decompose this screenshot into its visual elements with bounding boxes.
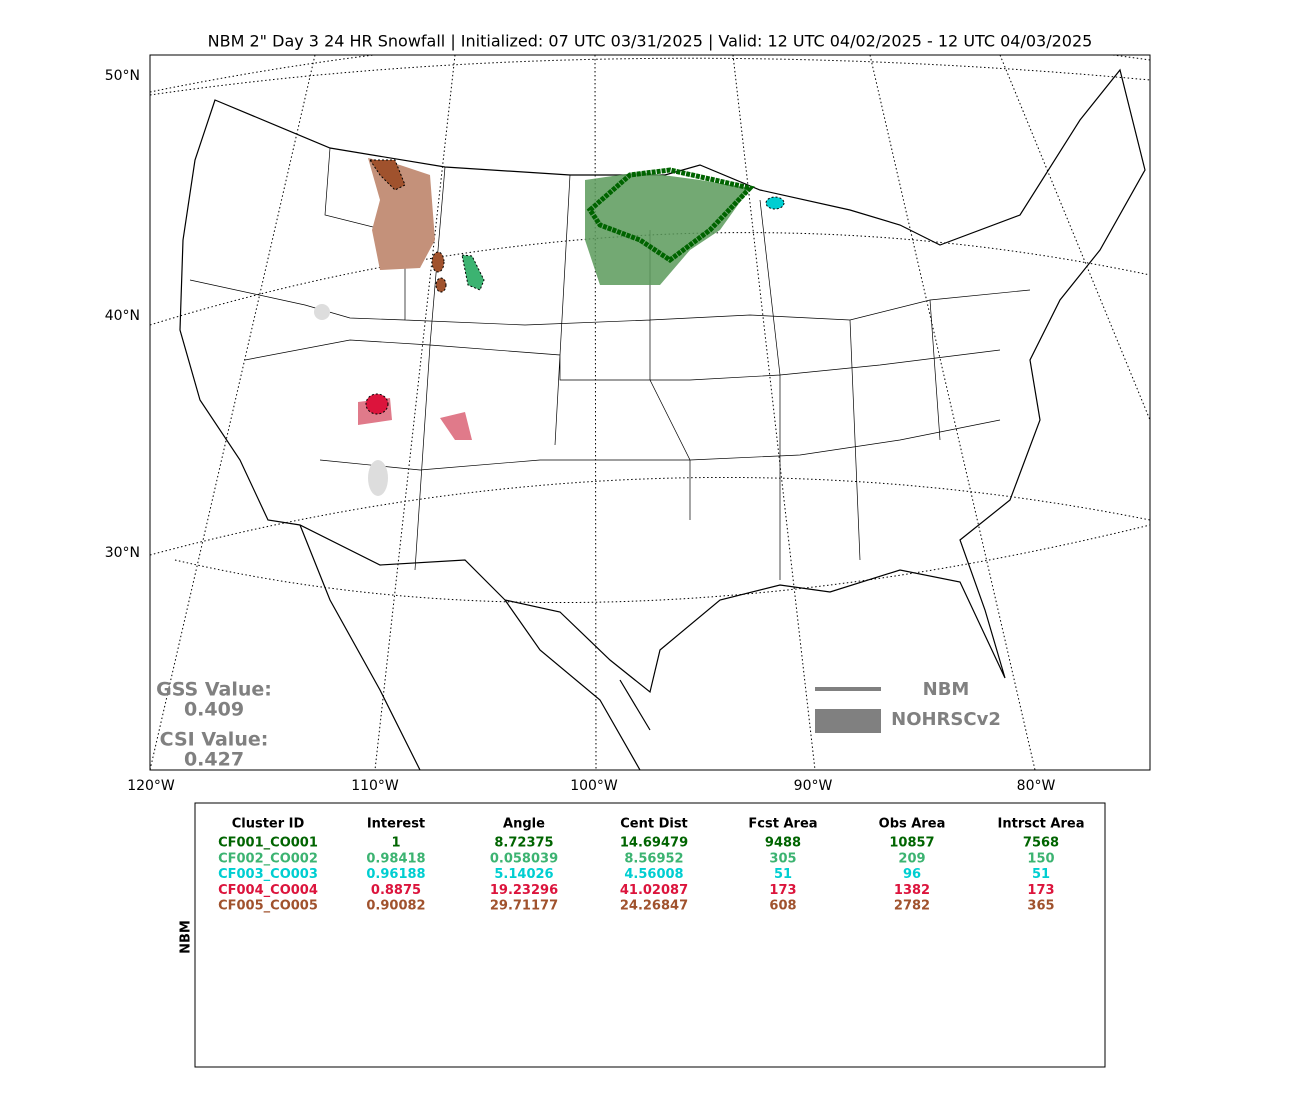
table-cell: 8.56952 — [624, 851, 683, 866]
table-frame — [194, 802, 1106, 1068]
column-header: Cluster ID — [232, 817, 305, 832]
table-cell: 51 — [774, 867, 792, 882]
fcst-contour — [431, 251, 445, 273]
map — [149, 54, 1151, 771]
obs-area — [368, 460, 388, 496]
score-value: 0.409 — [184, 699, 244, 721]
table-cell: 150 — [1027, 851, 1054, 866]
lon-label: 110°W — [351, 778, 399, 794]
table-cell: 209 — [898, 851, 925, 866]
graticule — [999, 55, 1150, 421]
table-cell: 29.71177 — [490, 899, 558, 914]
table-cell: 7568 — [1023, 836, 1059, 851]
table-cell: 14.69479 — [620, 836, 688, 851]
column-header: Cent Dist — [620, 817, 688, 832]
table-cell: 173 — [1027, 883, 1054, 898]
obs-area — [314, 304, 330, 320]
table-cell: 5.14026 — [494, 867, 553, 882]
table-cell: CF004_CO004 — [218, 883, 318, 898]
score-label: CSI Value: — [160, 729, 269, 751]
column-header: Interest — [367, 817, 425, 832]
table: NBM — [179, 802, 1106, 1068]
table-cell: CF003_CO003 — [218, 867, 318, 882]
table-cell: 608 — [769, 899, 796, 914]
obs-area — [368, 158, 435, 270]
lon-label: 90°W — [794, 778, 833, 794]
mexico-outline — [299, 524, 651, 770]
fcst-contour — [369, 159, 406, 191]
table-cell: 305 — [769, 851, 796, 866]
table-cell: 0.96188 — [366, 867, 425, 882]
fcst-contour — [586, 167, 755, 264]
table-cell: 19.23296 — [490, 883, 558, 898]
legend-label: NBM — [923, 679, 970, 700]
us-outline — [179, 68, 1146, 694]
table-cell: CF002_CO002 — [218, 851, 318, 866]
table-side-label: NBM — [179, 920, 194, 954]
table-cell: 0.8875 — [371, 883, 421, 898]
table-cell: 41.02087 — [620, 883, 688, 898]
table-cell: 8.72375 — [494, 836, 553, 851]
table-cell: 0.90082 — [366, 899, 425, 914]
table-cell: 0.058039 — [490, 851, 558, 866]
graticule — [174, 524, 1150, 604]
legend-patch — [815, 709, 881, 733]
table-cell: 24.26847 — [620, 899, 688, 914]
table-cell: 173 — [769, 883, 796, 898]
fcst-contour — [435, 277, 447, 293]
table-cell: CF001_CO001 — [218, 836, 318, 851]
table-cell: 96 — [903, 867, 921, 882]
lat-label: 30°N — [105, 545, 140, 561]
graticule — [150, 57, 1150, 96]
table-cell: 9488 — [765, 836, 801, 851]
table-cell: 365 — [1027, 899, 1054, 914]
state-lines — [189, 147, 1031, 580]
table-cell: 1382 — [894, 883, 930, 898]
lat-label: 40°N — [105, 308, 140, 324]
score-label: GSS Value: — [156, 679, 272, 701]
lat-label: 50°N — [105, 68, 140, 84]
score-value: 0.427 — [184, 749, 244, 771]
obs-area — [440, 412, 472, 440]
table-cell: CF005_CO005 — [218, 899, 318, 914]
table-cell: 1 — [391, 836, 400, 851]
lon-label: 80°W — [1017, 778, 1056, 794]
column-header: Intrsct Area — [998, 817, 1085, 832]
legend-label: NOHRSCv2 — [891, 709, 1001, 730]
graticule — [150, 55, 1150, 93]
title: NBM 2" Day 3 24 HR Snowfall | Initialize… — [208, 32, 1093, 51]
obs-area — [585, 172, 750, 285]
table-cell: 51 — [1032, 867, 1050, 882]
column-header: Obs Area — [879, 817, 946, 832]
table-cell: 0.98418 — [366, 851, 425, 866]
table-cell: 4.56008 — [624, 867, 683, 882]
table-cell: 2782 — [894, 899, 930, 914]
column-header: Fcst Area — [748, 817, 817, 832]
lon-label: 100°W — [570, 778, 618, 794]
fcst-contour — [765, 196, 785, 210]
fcst-contour — [365, 393, 389, 415]
fcst-contour — [461, 254, 485, 291]
lon-label: 120°W — [127, 778, 175, 794]
table-cell: 10857 — [889, 836, 934, 851]
column-header: Angle — [503, 817, 545, 832]
